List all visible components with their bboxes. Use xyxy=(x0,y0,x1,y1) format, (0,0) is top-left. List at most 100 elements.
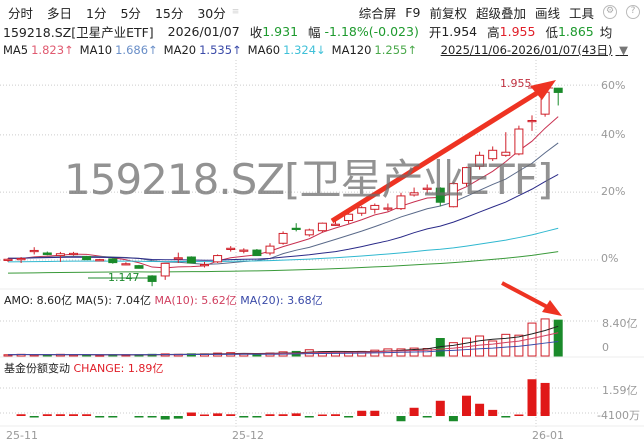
y-tick-20: 20% xyxy=(601,185,626,198)
change-bar xyxy=(173,416,183,419)
draw-button[interactable]: 画线 xyxy=(534,5,560,21)
gear-icon[interactable]: ⚙ xyxy=(603,5,617,19)
change-bar xyxy=(435,400,445,416)
candle xyxy=(160,262,170,277)
candle xyxy=(55,253,65,257)
change-bar xyxy=(95,416,105,418)
ma-legend: MA5 1.823↑ MA10 1.686↑ MA20 1.535↑ MA60 1.32… xyxy=(3,42,644,58)
change-bar xyxy=(514,414,524,416)
candle xyxy=(317,222,327,232)
change-bar xyxy=(448,416,458,422)
amo-legend: AMO: 8.60亿 MA(5): 7.04亿 MA(10): 5.62亿 MA… xyxy=(4,292,323,308)
avg-label: 均 xyxy=(599,24,613,40)
amo-tick-zero: 0 xyxy=(602,341,609,354)
annotation-arrow xyxy=(330,85,547,224)
change-bar xyxy=(304,416,314,418)
close-value: 1.931 xyxy=(262,23,299,39)
volume-ma20-line xyxy=(7,341,559,356)
candle xyxy=(147,275,157,282)
candle xyxy=(239,249,249,252)
ma60-value: 1.324↓ xyxy=(283,43,326,57)
change-bar xyxy=(396,416,406,422)
change-bar xyxy=(55,414,65,416)
date-range-selector[interactable]: 2025/11/06-2026/01/07(43日) ▼ xyxy=(441,42,631,58)
tab-15min[interactable]: 15分 xyxy=(154,5,184,21)
tab-1min[interactable]: 1分 xyxy=(86,5,107,21)
tab-30min[interactable]: 30分 xyxy=(197,5,226,21)
candle xyxy=(331,223,340,226)
candle xyxy=(370,204,380,210)
volume-bar xyxy=(95,354,105,357)
ma10-line xyxy=(7,142,559,265)
period-toolbar: 分时 多日 1分 5分 15分 30分 ≡ 综合屏 F9 前复权 超级叠加 画线… xyxy=(0,3,644,21)
change-legend: 基金份额变动 CHANGE: 1.89亿 xyxy=(4,360,163,376)
f9-button[interactable]: F9 xyxy=(405,4,421,20)
change-bar xyxy=(42,414,52,416)
candle xyxy=(121,263,131,266)
change-title: 基金份额变动 xyxy=(4,362,70,375)
candle xyxy=(108,258,118,264)
volume-bar xyxy=(475,335,485,357)
change-value: -1.18%(-0.023) xyxy=(324,23,419,39)
change-label: 幅 xyxy=(308,24,321,40)
open-value: 1.954 xyxy=(441,23,478,39)
change-bar xyxy=(291,413,301,416)
tools-button[interactable]: 工具 xyxy=(568,5,594,21)
overlay-button[interactable]: 超级叠加 xyxy=(475,5,526,21)
tab-5min[interactable]: 5分 xyxy=(120,5,141,21)
change-bar xyxy=(252,416,262,418)
quote-bar: 159218.SZ[卫星产业ETF] 2026/01/07 收 1.931 幅 -1… xyxy=(3,22,616,40)
change-bar xyxy=(16,414,26,416)
volume-bar xyxy=(553,319,563,357)
candle xyxy=(383,207,393,210)
close-label: 收 xyxy=(249,24,263,40)
candle xyxy=(69,252,78,256)
candle xyxy=(278,232,288,244)
low-value: 1.865 xyxy=(557,23,594,39)
change-bar xyxy=(69,414,78,416)
y-tick-0: 0% xyxy=(601,252,619,265)
adjust-button[interactable]: 前复权 xyxy=(429,5,467,21)
candle xyxy=(435,187,445,203)
composite-screen-button[interactable]: 综合屏 xyxy=(358,5,397,21)
help-icon[interactable]: ? xyxy=(626,5,640,19)
change-bar xyxy=(422,416,432,418)
candle xyxy=(291,227,301,230)
change-bar xyxy=(226,414,236,416)
volume-bar xyxy=(540,318,550,357)
change-bar xyxy=(488,409,498,416)
change-bar xyxy=(357,410,367,416)
candle xyxy=(3,258,13,261)
annotation-arrow xyxy=(501,281,554,312)
max-price-label: 1.955 xyxy=(500,77,532,90)
ma10-value: 1.686↑ xyxy=(115,43,158,57)
change-bar xyxy=(475,403,485,416)
candle xyxy=(226,247,236,250)
change-bar xyxy=(160,416,170,420)
change-tick-high: 1.59亿 xyxy=(602,384,638,397)
change-bar xyxy=(331,414,340,416)
ma60-label: MA60 xyxy=(247,43,281,57)
change-bar xyxy=(134,416,144,418)
candle xyxy=(396,195,406,210)
dropdown-triangle-icon: ▼ xyxy=(619,43,628,57)
candle xyxy=(344,213,354,222)
volume-bar xyxy=(501,333,511,357)
volume-bar xyxy=(448,342,458,357)
tab-multiday[interactable]: 多日 xyxy=(47,5,73,21)
candle xyxy=(265,245,275,254)
amo-tick-high: 8.40亿 xyxy=(602,317,638,330)
candle xyxy=(186,256,196,264)
change-bar xyxy=(501,416,511,418)
ma120-value: 1.255↑ xyxy=(374,43,417,57)
change-bar xyxy=(82,414,92,416)
amo-ma20: MA(20): 3.68亿 xyxy=(240,294,323,307)
low-label: 低 xyxy=(545,24,558,40)
tab-minute[interactable]: 分时 xyxy=(8,5,34,21)
more-tabs-icon[interactable]: ≡ xyxy=(231,7,240,17)
change-bar xyxy=(527,379,537,416)
candle xyxy=(475,154,485,167)
high-value: 1.955 xyxy=(499,23,536,39)
watermark: 159218.SZ[卫星产业ETF] xyxy=(64,155,553,204)
